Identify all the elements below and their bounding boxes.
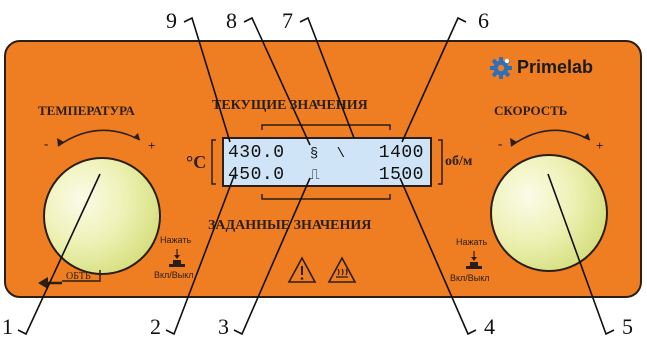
speed-title: СКОРОСТЬ <box>494 103 568 118</box>
callout-7: 7 <box>282 8 293 33</box>
current-values-title: ТЕКУЩИЕ ЗНАЧЕНИЯ <box>212 98 368 113</box>
gear-icon <box>489 56 513 80</box>
hot-surface-icon <box>327 255 357 285</box>
temperature-title: ТЕМПЕРАТУРА <box>38 103 135 118</box>
left-button-hint: Нажать <box>160 235 192 245</box>
current-temperature: 430.0 <box>228 143 285 163</box>
heat-status-symbol: § <box>309 146 319 162</box>
rotation-symbol: \ <box>336 146 346 162</box>
left-power-button[interactable] <box>167 249 187 269</box>
temp-plus-label: + <box>148 138 156 153</box>
callout-3: 3 <box>218 314 229 339</box>
left-button-label: Вкл/Выкл <box>154 270 194 280</box>
set-temperature: 450.0 <box>228 165 285 185</box>
warning-icon <box>287 255 317 285</box>
callout-6: 6 <box>478 8 489 33</box>
speed-knob[interactable] <box>490 154 608 272</box>
back-label: ОБТЬ <box>66 271 91 282</box>
right-button-hint: Нажать <box>456 237 488 247</box>
right-power-button[interactable] <box>464 251 484 271</box>
callout-4: 4 <box>484 314 495 339</box>
speed-minus-label: - <box>498 136 503 151</box>
speed-unit: об/м <box>445 154 473 169</box>
callout-8: 8 <box>226 8 237 33</box>
callout-9: 9 <box>166 8 177 33</box>
brand-name: Primelab <box>517 57 594 77</box>
lcd-display: 430.0 § 450.0 ⎍ \ 1400 1500 <box>222 137 432 187</box>
right-button-label: Вкл/Выкл <box>450 273 490 283</box>
temperature-unit: °C <box>186 152 207 172</box>
current-speed: 1400 <box>378 143 424 163</box>
mode-symbol: ⎍ <box>309 168 321 184</box>
speed-plus-label: + <box>596 138 604 153</box>
temp-minus-label: - <box>44 136 49 151</box>
set-speed: 1500 <box>378 165 424 185</box>
callout-5: 5 <box>622 314 633 339</box>
callout-1: 1 <box>2 314 13 339</box>
callout-2: 2 <box>150 314 161 339</box>
